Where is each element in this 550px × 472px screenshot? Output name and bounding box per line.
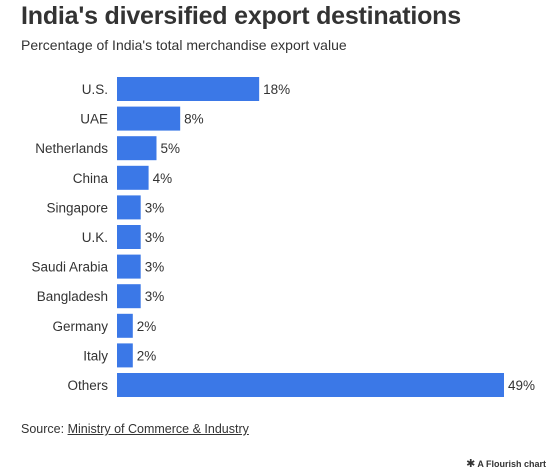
value-label-u-s: 18% [263, 82, 290, 97]
bar-germany[interactable] [117, 313, 133, 338]
bar-italy[interactable] [117, 343, 133, 368]
chart-subtitle: Percentage of India's total merchandise … [21, 37, 347, 53]
category-label-netherlands: Netherlands [35, 141, 108, 156]
bar-chart: U.S. 18% UAE 8% Netherlands 5% China 4% Singapor… [31, 77, 535, 397]
value-label-netherlands: 5% [160, 141, 180, 156]
bar-netherlands[interactable] [117, 136, 157, 161]
source-link[interactable]: Ministry of Commerce & Industry [67, 422, 249, 436]
value-label-germany: 2% [137, 319, 157, 334]
bar-uae[interactable] [117, 106, 181, 131]
bar-saudi-arabia[interactable] [117, 254, 141, 279]
source-prefix: Source: [21, 422, 68, 436]
value-label-uae: 8% [184, 112, 204, 127]
category-label-germany: Germany [52, 319, 108, 334]
value-label-u-k: 3% [145, 230, 165, 245]
bar-others[interactable] [117, 373, 504, 397]
value-label-saudi-arabia: 3% [145, 260, 165, 275]
flourish-credit-label: A Flourish chart [477, 459, 546, 469]
flourish-credit[interactable]: ✱ A Flourish chart [466, 457, 546, 470]
value-label-italy: 2% [137, 348, 157, 363]
bar-china[interactable] [117, 165, 149, 190]
category-label-saudi-arabia: Saudi Arabia [31, 260, 108, 275]
category-label-others: Others [67, 378, 108, 393]
value-label-bangladesh: 3% [145, 289, 165, 304]
bar-singapore[interactable] [117, 195, 141, 220]
value-label-others: 49% [508, 378, 535, 393]
bar-u-s[interactable] [117, 77, 260, 101]
value-label-singapore: 3% [145, 200, 165, 215]
category-label-u-s: U.S. [82, 82, 108, 97]
bar-bangladesh[interactable] [117, 284, 141, 309]
category-label-u-k: U.K. [82, 230, 108, 245]
category-label-bangladesh: Bangladesh [37, 289, 108, 304]
category-label-singapore: Singapore [46, 200, 108, 215]
chart-title: India's diversified export destinations [21, 2, 461, 30]
category-label-italy: Italy [83, 348, 108, 363]
flourish-star-icon: ✱ [466, 458, 476, 470]
category-label-uae: UAE [80, 112, 108, 127]
bar-u-k[interactable] [117, 225, 141, 249]
category-label-china: China [73, 171, 109, 186]
source-note: Source: Ministry of Commerce & Industry [21, 422, 249, 436]
value-label-china: 4% [153, 171, 173, 186]
